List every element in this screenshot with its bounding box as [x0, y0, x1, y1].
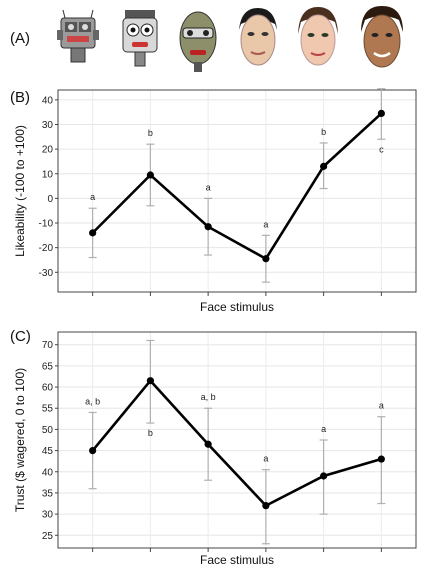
- human-face-icon: [361, 6, 403, 68]
- humanoid-robot-icon: [179, 11, 217, 72]
- trust-significance-label-3: a: [263, 454, 268, 464]
- likeability-data-point-1: [146, 171, 154, 179]
- trust-significance-label-0: a, b: [85, 396, 100, 406]
- likeability-y-axis-title: Likeability (-100 to +100): [13, 125, 27, 257]
- trust-y-tick-label-2: 35: [42, 488, 54, 499]
- likeability-plot-frame: [57, 89, 417, 293]
- likeability-significance-label-5: c: [379, 144, 384, 154]
- trust-y-tick-label-9: 70: [42, 340, 54, 351]
- trust-y-tick-label-1: 30: [42, 510, 54, 521]
- likeability-y-tick-label-6: 30: [42, 120, 54, 131]
- likeability-y-tick-label-7: 40: [42, 95, 54, 106]
- trust-y-tick-label-5: 50: [42, 425, 54, 436]
- mechanical-robot-1-icon: [57, 9, 99, 63]
- likeability-data-point-3: [262, 255, 270, 263]
- likeability-data-point-5: [377, 109, 385, 118]
- android-face-1-icon: [239, 8, 277, 66]
- mechanical-robot-2-icon: [122, 10, 158, 67]
- likeability-significance-label-4: b: [321, 127, 326, 137]
- trust-data-point-3: [262, 502, 270, 510]
- likeability-data-point-4: [320, 162, 328, 170]
- trust-series-line: [91, 378, 382, 508]
- likeability-significance-label-1: b: [148, 128, 153, 138]
- likeability-series-line: [91, 112, 383, 261]
- trust-y-axis-title: Trust ($ wagered, 0 to 100): [13, 368, 27, 512]
- face-stimuli-row: [55, 4, 425, 80]
- trust-x-axis-title: Face stimulus: [200, 553, 274, 567]
- likeability-significance-label-2: a: [206, 182, 211, 192]
- trust-data-point-4: [320, 472, 328, 480]
- likeability-y-tick-label-1: -20: [39, 243, 54, 254]
- trust-data-point-1: [146, 377, 154, 385]
- trust-y-tick-label-7: 60: [42, 383, 54, 394]
- trust-y-tick-label-4: 45: [42, 446, 54, 457]
- trust-data-point-0: [89, 446, 97, 455]
- likeability-y-tick-label-2: -10: [39, 219, 54, 230]
- trust-data-point-2: [204, 440, 212, 448]
- likeability-x-axis-title: Face stimulus: [200, 300, 274, 314]
- panel-c-label: (C): [10, 328, 31, 345]
- likeability-data-point-2: [204, 223, 212, 231]
- trust-y-tick-label-3: 40: [42, 467, 54, 478]
- trust-significance-label-1: b: [148, 428, 153, 438]
- trust-y-tick-label-0: 25: [42, 531, 54, 542]
- trust-significance-label-5: a: [379, 401, 384, 411]
- trust-plot-frame: [57, 331, 417, 549]
- likeability-significance-label-0: a: [90, 192, 95, 202]
- panel-b-label: (B): [10, 89, 30, 106]
- trust-significance-label-4: a: [321, 424, 326, 434]
- likeability-y-tick-label-3: 0: [47, 194, 53, 205]
- likeability-y-tick-label-0: -30: [39, 268, 54, 279]
- likeability-significance-label-3: a: [263, 219, 268, 229]
- trust-data-point-5: [377, 455, 385, 463]
- likeability-data-point-0: [89, 229, 97, 237]
- trust-chart: 25 30 35 40 45 50 55 60 65 70 a, b b a, b a a a Face s…: [13, 331, 417, 567]
- likeability-y-tick-label-5: 20: [42, 145, 54, 156]
- panel-a-label: (A): [10, 30, 30, 47]
- trust-y-tick-label-6: 55: [42, 404, 54, 415]
- trust-significance-label-2: a, b: [201, 392, 216, 402]
- likeability-y-tick-label-4: 10: [42, 169, 54, 180]
- trust-y-tick-label-8: 65: [42, 361, 54, 372]
- android-face-2-icon: [298, 7, 338, 66]
